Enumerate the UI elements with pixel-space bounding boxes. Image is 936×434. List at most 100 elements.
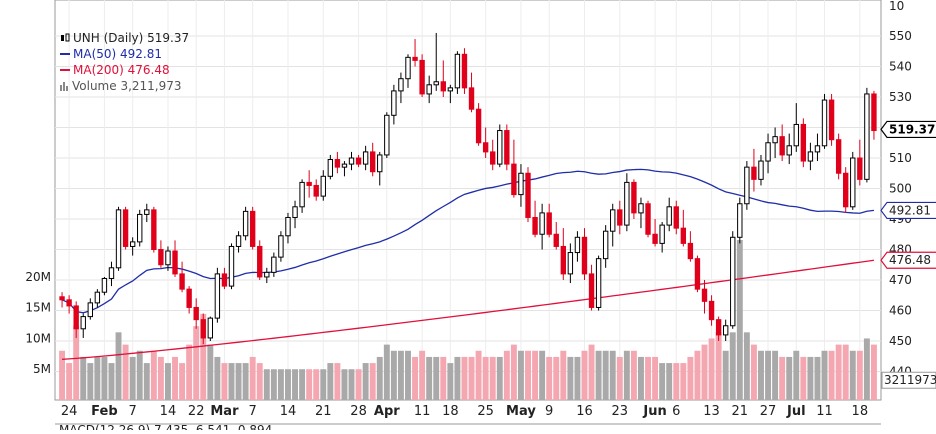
volume-value-box (881, 371, 936, 389)
candle-body (242, 210, 249, 237)
candle (200, 313, 206, 345)
x-tick-label: 25 (477, 404, 494, 419)
volume-bar (645, 356, 651, 400)
volume-bar (101, 356, 108, 400)
volume-bar (588, 344, 595, 400)
volume-bar (249, 356, 256, 400)
candle-body (292, 206, 298, 218)
candle (447, 84, 454, 104)
volume-bar (440, 356, 447, 400)
candle-body (786, 145, 792, 156)
volume-bar (376, 356, 383, 400)
candle-body (158, 249, 164, 266)
candle (115, 206, 122, 271)
candle-body (419, 59, 425, 95)
candle (341, 161, 348, 177)
candle-body (666, 206, 672, 226)
volume-bar (638, 356, 644, 400)
volume-bar (412, 356, 419, 400)
candle (426, 75, 432, 104)
volume-bar (115, 332, 122, 400)
volume-bar (666, 363, 673, 400)
candle (553, 222, 559, 250)
candle-body (793, 123, 799, 147)
volume-bar (397, 350, 404, 400)
candle-body (249, 210, 256, 247)
candle (186, 286, 192, 314)
candle-body (362, 151, 369, 165)
volume-bar (179, 363, 186, 400)
candle-body (377, 154, 383, 173)
candle (871, 90, 877, 140)
x-tick-label: 11 (414, 404, 431, 419)
candle (730, 231, 736, 329)
volume-bar (673, 363, 680, 400)
candle (271, 252, 277, 277)
candle (73, 301, 79, 338)
candle (687, 231, 694, 262)
legend-volume-row: Volume 3,211,973 (60, 78, 189, 94)
y-tick-label: 550 (889, 29, 912, 43)
candle-body (285, 216, 291, 237)
candle (610, 203, 616, 247)
candle (631, 179, 637, 219)
volume-bar (122, 344, 129, 400)
candle-body (730, 236, 736, 327)
candle-body (581, 236, 588, 275)
volume-bar (270, 369, 277, 400)
ma50-value-box-text: 492.81 (889, 203, 931, 217)
volume-bar (687, 356, 694, 400)
candle-body (715, 319, 722, 336)
candle (758, 154, 764, 186)
candle-body (447, 87, 454, 92)
volume-bar (496, 356, 503, 400)
candle (807, 142, 814, 171)
candle (433, 32, 439, 91)
candle-body (638, 203, 644, 214)
candle-body (497, 130, 503, 165)
x-tick-label: May (506, 404, 536, 419)
candle (440, 60, 446, 97)
candle-body (94, 291, 101, 304)
candle (821, 93, 828, 149)
candle-body (504, 130, 510, 165)
volume-bar (793, 350, 800, 400)
volume-bar (299, 369, 306, 400)
candle-body (765, 142, 771, 162)
candle-body (553, 233, 559, 247)
volume-bar (214, 356, 221, 400)
candle (285, 212, 291, 244)
candle (461, 48, 468, 94)
candle-body (490, 151, 496, 165)
candle (370, 142, 376, 177)
candle (264, 267, 270, 284)
candle (638, 197, 644, 229)
y-tick-label: 470 (889, 273, 912, 287)
candle-body (80, 316, 86, 330)
volume-bar (292, 369, 298, 400)
candle-body (440, 81, 446, 92)
candle (59, 292, 65, 308)
volume-bar (567, 356, 574, 400)
candle-body (546, 212, 552, 235)
candle (398, 72, 404, 104)
volume-bar (405, 350, 411, 400)
candle-body (271, 256, 277, 273)
volume-bar (602, 350, 609, 400)
candle (532, 200, 538, 238)
candle (348, 151, 355, 171)
y-tick-label: 460 (889, 304, 912, 318)
volume-bar (708, 338, 715, 400)
candle-body (186, 288, 192, 308)
candle (454, 51, 461, 94)
candle-body (405, 56, 411, 80)
volume-bar (525, 350, 531, 400)
volume-bar (722, 350, 729, 400)
y-tick-label: 450 (889, 334, 912, 348)
candle (66, 295, 72, 314)
candle-body (87, 302, 93, 318)
candle (151, 206, 157, 253)
candle (652, 219, 658, 247)
candle (377, 151, 383, 186)
candle (355, 154, 362, 168)
